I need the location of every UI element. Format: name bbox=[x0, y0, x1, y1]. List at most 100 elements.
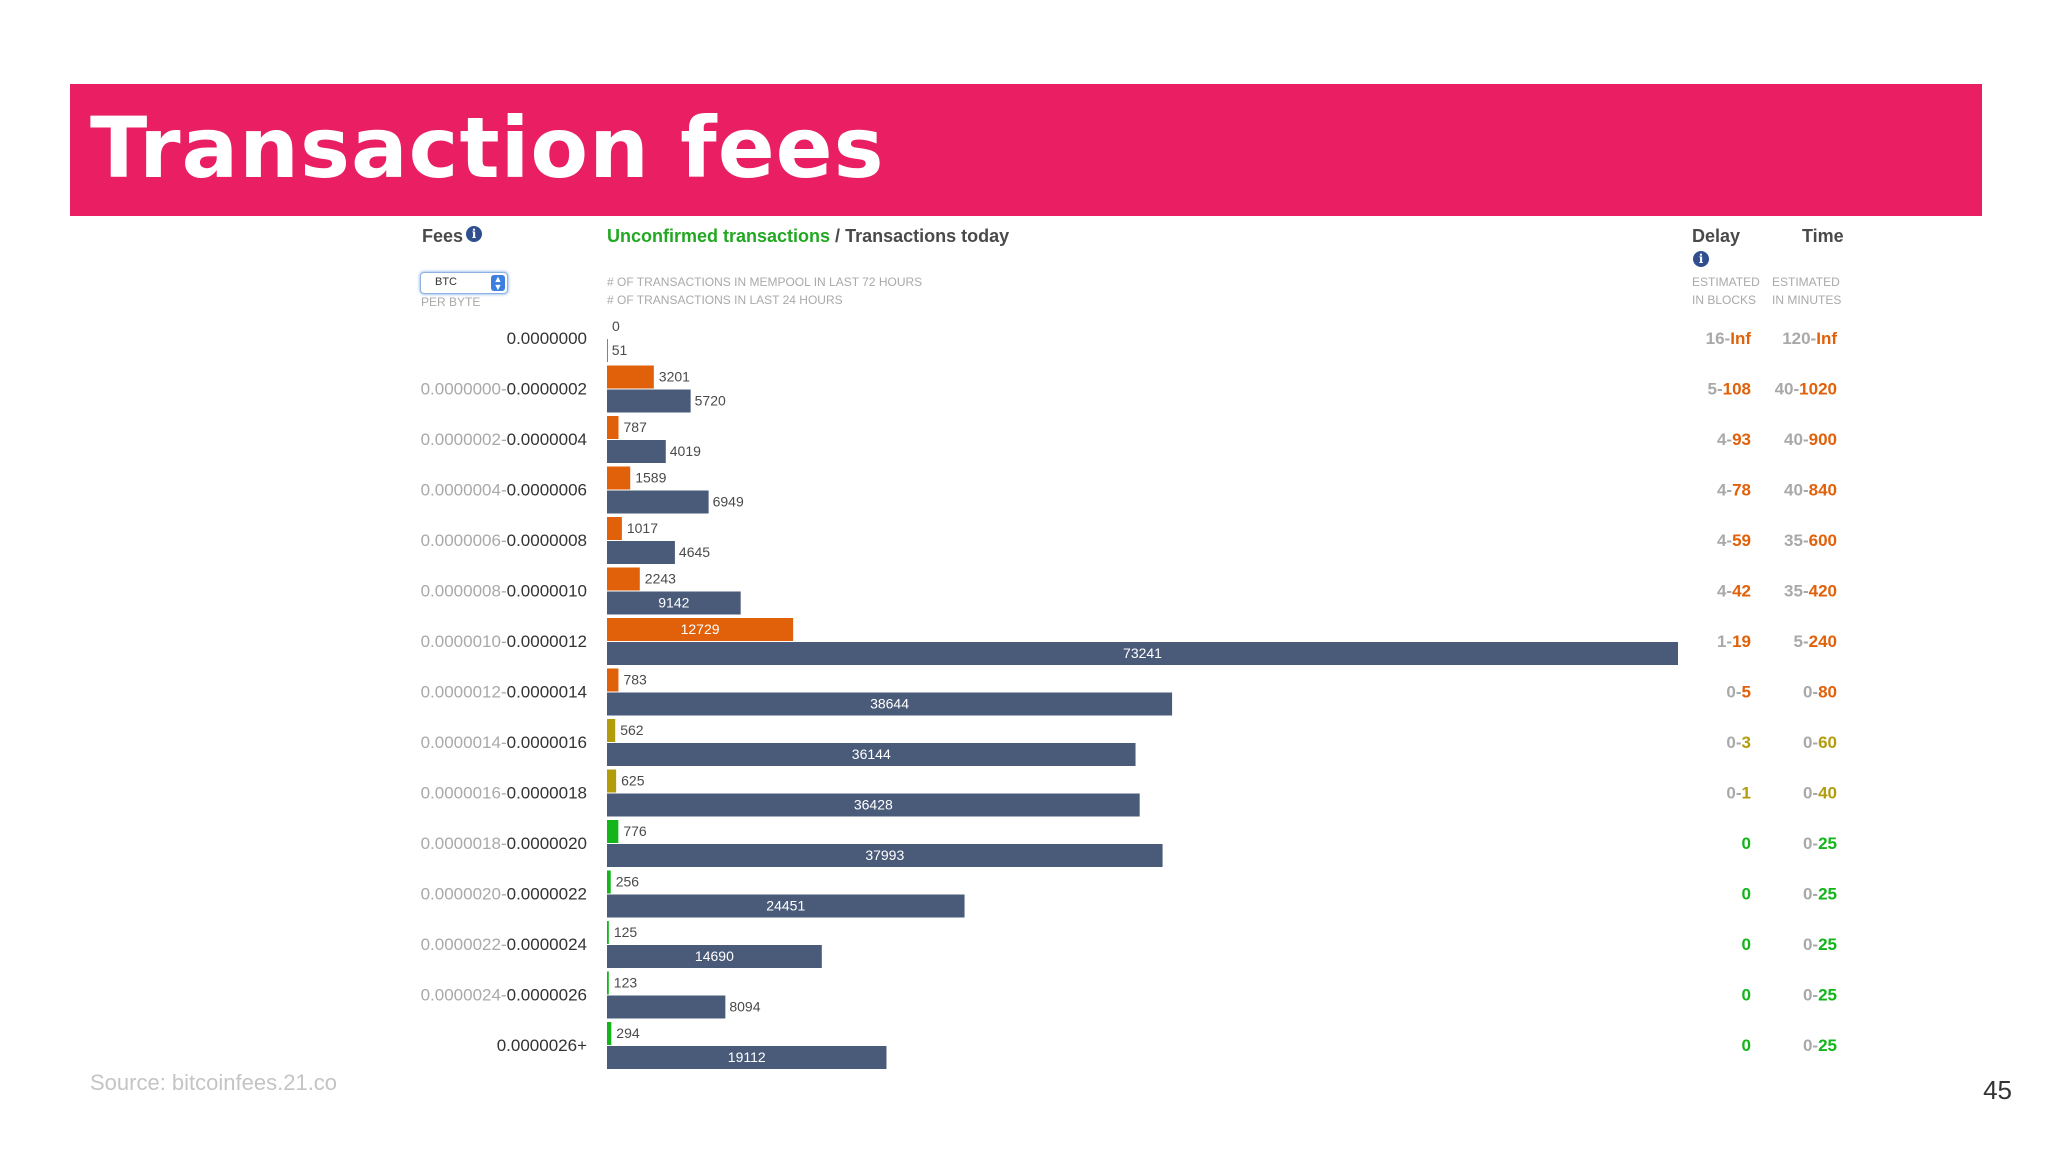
delay-high: 5 bbox=[1742, 683, 1751, 702]
time-low: 35- bbox=[1784, 582, 1809, 601]
time-value: 0-80 bbox=[1803, 683, 1837, 702]
delay-low: 4- bbox=[1717, 582, 1732, 601]
delay-low: 0- bbox=[1726, 784, 1741, 803]
unconfirmed-value-label: 2243 bbox=[645, 571, 676, 587]
fee-range-low: 0.0000012- bbox=[421, 683, 507, 702]
fee-range-high: 0.0000000 bbox=[507, 329, 587, 348]
today-bar bbox=[607, 793, 1140, 817]
fee-range-label: 0.0000006-0.0000008 bbox=[421, 531, 587, 550]
unconfirmed-value-label: 776 bbox=[623, 823, 647, 839]
today-bar bbox=[607, 490, 709, 514]
time-high: 1020 bbox=[1799, 380, 1837, 399]
info-icon[interactable]: i bbox=[1693, 251, 1709, 267]
delay-low: 4- bbox=[1717, 481, 1732, 500]
unconfirmed-value-label: 625 bbox=[621, 773, 645, 789]
today-bar bbox=[607, 844, 1163, 867]
fee-range-low: 0.0000014- bbox=[421, 733, 507, 752]
delay-high: 19 bbox=[1732, 632, 1751, 651]
delay-low: 1- bbox=[1717, 632, 1732, 651]
delay-low: 0- bbox=[1726, 683, 1741, 702]
time-low: 35- bbox=[1784, 531, 1809, 550]
fee-range-low: 0.0000022- bbox=[421, 935, 507, 954]
time-value: 40-1020 bbox=[1775, 380, 1837, 399]
delay-high: 59 bbox=[1732, 531, 1751, 550]
today-value-label: 4019 bbox=[670, 443, 701, 459]
fee-range-high: 0.0000024 bbox=[507, 935, 587, 954]
fee-range-label: 0.0000000 bbox=[507, 329, 587, 348]
fee-range-high: 0.0000026+ bbox=[497, 1036, 587, 1055]
delay-high: 0 bbox=[1742, 935, 1751, 954]
time-sub-1: ESTIMATED bbox=[1772, 275, 1840, 289]
today-value-label: 8094 bbox=[729, 999, 760, 1015]
fee-range-high: 0.0000010 bbox=[507, 582, 587, 601]
delay-value: 4-42 bbox=[1717, 582, 1751, 601]
delay-value: 5-108 bbox=[1708, 380, 1752, 399]
delay-value: 4-78 bbox=[1717, 481, 1751, 500]
unconfirmed-bar bbox=[607, 921, 609, 944]
time-low: 5- bbox=[1794, 632, 1809, 651]
delay-high: 0 bbox=[1742, 1036, 1751, 1055]
fee-range-label: 0.0000000-0.0000002 bbox=[421, 380, 587, 399]
unconfirmed-value-label: 125 bbox=[614, 924, 638, 940]
per-byte-label: PER BYTE bbox=[421, 295, 481, 309]
fee-range-high: 0.0000008 bbox=[507, 531, 587, 550]
time-value: 35-600 bbox=[1784, 531, 1837, 550]
time-high: 25 bbox=[1818, 885, 1837, 904]
info-icon[interactable]: i bbox=[466, 226, 482, 242]
unconfirmed-value-label: 562 bbox=[620, 722, 644, 738]
delay-header: Delay bbox=[1692, 226, 1741, 246]
today-bar bbox=[607, 591, 741, 615]
fee-range-label: 0.0000026+ bbox=[497, 1036, 587, 1055]
unconfirmed-value-label: 12729 bbox=[681, 621, 720, 637]
unconfirmed-bar bbox=[607, 365, 654, 389]
unconfirmed-bar bbox=[607, 1022, 612, 1045]
today-bar bbox=[607, 894, 965, 918]
fee-range-label: 0.0000016-0.0000018 bbox=[421, 784, 587, 803]
unconfirmed-bar bbox=[607, 719, 616, 742]
delay-value: 0 bbox=[1742, 986, 1751, 1005]
time-value: 40-900 bbox=[1784, 430, 1837, 449]
fee-range-low: 0.0000002- bbox=[421, 430, 507, 449]
today-value-label: 51 bbox=[612, 342, 628, 358]
delay-value: 4-93 bbox=[1717, 430, 1751, 449]
unconfirmed-value-label: 123 bbox=[614, 975, 638, 991]
time-high: 80 bbox=[1818, 683, 1837, 702]
fee-range-high: 0.0000012 bbox=[507, 632, 587, 651]
fee-range-high: 0.0000026 bbox=[507, 986, 587, 1005]
fee-range-low: 0.0000020- bbox=[421, 885, 507, 904]
delay-value: 0-3 bbox=[1726, 733, 1751, 752]
unit-select[interactable]: BTC ▲ ▼ bbox=[420, 272, 508, 294]
delay-high: Inf bbox=[1730, 329, 1751, 348]
fee-range-high: 0.0000006 bbox=[507, 481, 587, 500]
time-value: 0-25 bbox=[1803, 935, 1837, 954]
unconfirmed-bar bbox=[607, 416, 619, 439]
time-low: 0- bbox=[1803, 1036, 1818, 1055]
time-value: 40-840 bbox=[1784, 481, 1837, 500]
delay-low: 0- bbox=[1726, 733, 1741, 752]
delay-low: 16- bbox=[1706, 329, 1731, 348]
unconfirmed-value-label: 1017 bbox=[627, 520, 658, 536]
today-value-label: 9142 bbox=[658, 595, 689, 611]
delay-value: 0-1 bbox=[1726, 784, 1751, 803]
delay-value: 16-Inf bbox=[1706, 329, 1752, 348]
fee-range-label: 0.0000024-0.0000026 bbox=[421, 986, 587, 1005]
time-low: 40- bbox=[1784, 481, 1809, 500]
time-value: 0-25 bbox=[1803, 1036, 1837, 1055]
unconfirmed-value-label: 0 bbox=[612, 318, 620, 334]
fee-range-high: 0.0000002 bbox=[507, 380, 587, 399]
today-value-label: 36144 bbox=[852, 746, 891, 762]
fee-range-label: 0.0000004-0.0000006 bbox=[421, 481, 587, 500]
fee-range-high: 0.0000020 bbox=[507, 834, 587, 853]
time-low: 0- bbox=[1803, 683, 1818, 702]
fee-range-high: 0.0000018 bbox=[507, 784, 587, 803]
time-high: 25 bbox=[1818, 935, 1837, 954]
page-number: 45 bbox=[1983, 1075, 2012, 1105]
unconfirmed-bar bbox=[607, 517, 622, 540]
time-low: 0- bbox=[1803, 784, 1818, 803]
fee-range-high: 0.0000004 bbox=[507, 430, 587, 449]
delay-low: 4- bbox=[1717, 430, 1732, 449]
time-value: 0-25 bbox=[1803, 834, 1837, 853]
time-sub-2: IN MINUTES bbox=[1772, 293, 1842, 307]
today-value-label: 4645 bbox=[679, 544, 710, 560]
